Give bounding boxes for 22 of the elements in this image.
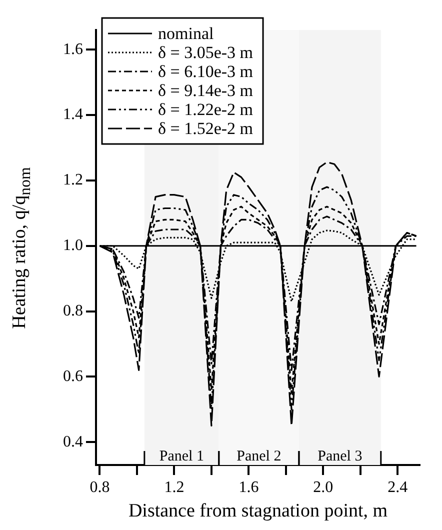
x-tick-label: 0.8 [90, 478, 110, 496]
legend-label: δ = 3.05e-3 m [158, 42, 254, 62]
x-tick-label: 2.0 [313, 478, 334, 496]
legend-label: nominal [158, 24, 214, 43]
y-tick-label: 0.6 [63, 368, 83, 385]
x-tick-label: 1.6 [238, 478, 259, 496]
band-label: Panel 2 [236, 448, 282, 464]
x-tick-label: 1.2 [164, 478, 184, 496]
y-tick-label: 0.4 [63, 433, 83, 450]
y-tick-label: 1.6 [63, 40, 83, 58]
y-tick-label: 1.2 [63, 172, 83, 189]
y-tick-label: 1.4 [63, 106, 83, 124]
legend-label: δ = 1.52e-2 m [158, 118, 254, 138]
legend-label: δ = 1.22e-2 m [158, 100, 254, 119]
legend-label: δ = 9.14e-3 m [158, 80, 254, 100]
x-axis-title: Distance from stagnation point, m [128, 500, 388, 522]
band-label: Panel 3 [318, 448, 362, 464]
x-tick-label: 2.4 [388, 478, 408, 496]
band-label: Panel 1 [159, 448, 204, 464]
y-tick-label: 1.0 [63, 237, 83, 254]
y-tick-label: 0.8 [63, 302, 83, 320]
legend-label: δ = 6.10e-3 m [158, 62, 254, 81]
